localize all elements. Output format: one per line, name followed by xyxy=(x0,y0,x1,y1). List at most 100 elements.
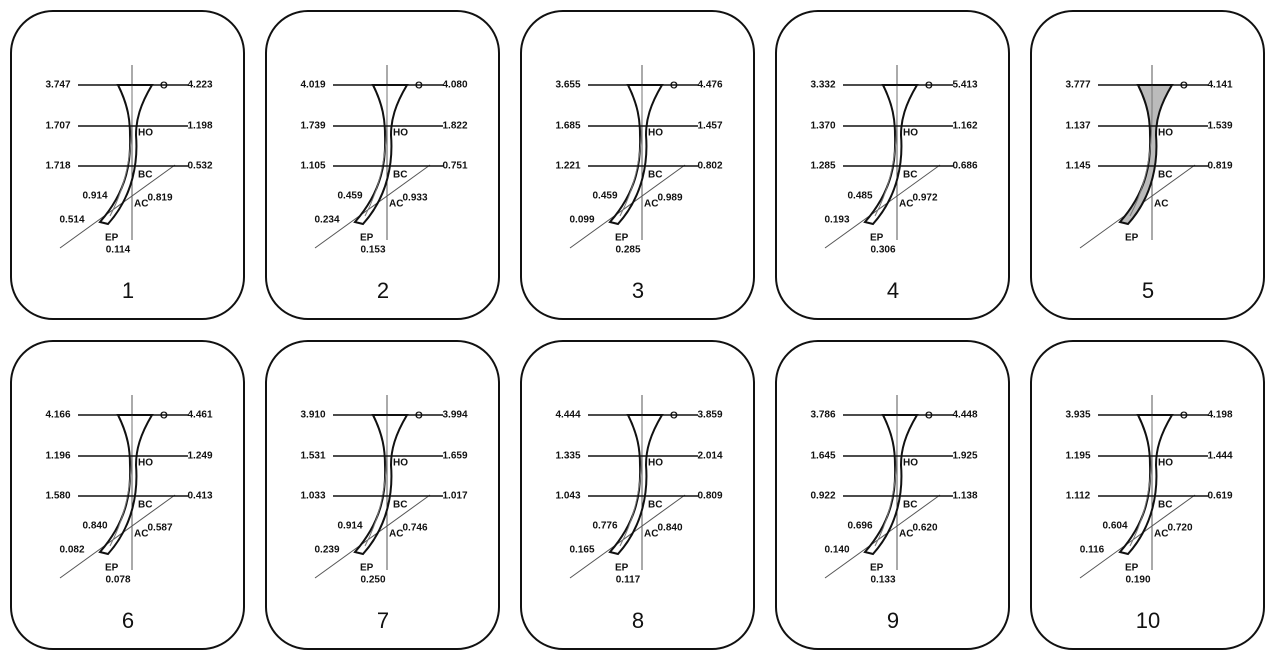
level-name: HO xyxy=(903,128,918,139)
left-value: 1.112 xyxy=(1066,491,1091,502)
right-value: 1.457 xyxy=(697,121,722,132)
level-name: EP xyxy=(870,563,884,574)
left-value: 1.707 xyxy=(45,121,70,132)
left-value: 0.776 xyxy=(592,521,617,532)
level-name: O xyxy=(670,411,678,422)
right-value: 2.014 xyxy=(697,451,722,462)
left-value: 0.485 xyxy=(847,191,872,202)
right-value: 5.413 xyxy=(952,80,977,91)
right-value: 1.017 xyxy=(442,491,467,502)
panel-number: 5 xyxy=(1142,278,1154,303)
left-value: 0.914 xyxy=(82,191,107,202)
level-name: BC xyxy=(138,500,152,511)
right-value: 0.840 xyxy=(657,523,682,534)
left-value: 0.696 xyxy=(847,521,872,532)
level-name: EP xyxy=(105,233,119,244)
left-value: 0.922 xyxy=(810,491,835,502)
right-value: 0.802 xyxy=(697,161,722,172)
level-name: BC xyxy=(1158,170,1172,181)
right-value: 3.994 xyxy=(442,410,467,421)
level-name: AC xyxy=(644,529,658,540)
level-name: EP xyxy=(1125,563,1139,574)
left-value: 3.747 xyxy=(45,80,70,91)
level-name: O xyxy=(160,411,168,422)
right-value: 0.933 xyxy=(402,193,427,204)
left-value: 1.645 xyxy=(810,451,835,462)
level-name: HO xyxy=(648,458,663,469)
panel-number: 8 xyxy=(632,608,644,633)
panel: O3.7864.448HO1.6451.925BC0.9221.138AC0.6… xyxy=(776,341,1009,649)
left-value: 1.285 xyxy=(810,161,835,172)
level-name: BC xyxy=(903,170,917,181)
panel: O3.9103.994HO1.5311.659BC1.0331.017AC0.9… xyxy=(266,341,499,649)
level-name: O xyxy=(415,81,423,92)
right-value: 0.133 xyxy=(870,575,895,586)
right-value: 0.751 xyxy=(442,161,467,172)
level-name: AC xyxy=(389,199,403,210)
right-value: 0.819 xyxy=(1207,161,1232,172)
right-value: 0.619 xyxy=(1207,491,1232,502)
left-value: 3.332 xyxy=(810,80,835,91)
left-value: 0.116 xyxy=(1080,545,1105,556)
left-value: 1.531 xyxy=(300,451,325,462)
left-value: 3.777 xyxy=(1065,80,1090,91)
right-value: 1.138 xyxy=(952,491,977,502)
right-value: 0.809 xyxy=(697,491,722,502)
left-value: 0.140 xyxy=(824,545,849,556)
left-value: 1.043 xyxy=(555,491,580,502)
level-name: BC xyxy=(393,170,407,181)
right-value: 0.153 xyxy=(360,245,385,256)
level-name: EP xyxy=(105,563,119,574)
level-name: HO xyxy=(138,458,153,469)
right-value: 1.925 xyxy=(952,451,977,462)
level-name: AC xyxy=(1154,199,1168,210)
left-value: 1.335 xyxy=(555,451,580,462)
panel-number: 9 xyxy=(887,608,899,633)
level-name: EP xyxy=(615,563,629,574)
left-value: 0.239 xyxy=(314,545,339,556)
right-value: 0.285 xyxy=(615,245,640,256)
panel-number: 10 xyxy=(1136,608,1160,633)
panel: O4.0194.080HO1.7391.822BC1.1050.751AC0.4… xyxy=(266,11,499,319)
level-name: HO xyxy=(648,128,663,139)
left-value: 1.580 xyxy=(45,491,70,502)
panel-number: 4 xyxy=(887,278,899,303)
level-name: AC xyxy=(644,199,658,210)
left-value: 0.459 xyxy=(337,191,362,202)
level-name: EP xyxy=(615,233,629,244)
left-value: 0.234 xyxy=(314,215,339,226)
level-name: HO xyxy=(393,458,408,469)
right-value: 1.539 xyxy=(1207,121,1232,132)
left-value: 4.444 xyxy=(555,410,580,421)
left-value: 1.145 xyxy=(1065,161,1090,172)
level-name: HO xyxy=(138,128,153,139)
right-value: 0.746 xyxy=(402,523,427,534)
left-value: 0.604 xyxy=(1102,521,1127,532)
right-value: 0.078 xyxy=(105,575,130,586)
left-value: 1.370 xyxy=(810,121,835,132)
right-value: 0.972 xyxy=(912,193,937,204)
left-value: 1.137 xyxy=(1065,121,1090,132)
panel: O3.6554.476HO1.6851.457BC1.2210.802AC0.4… xyxy=(521,11,754,319)
level-name: HO xyxy=(1158,458,1173,469)
level-name: EP xyxy=(1125,233,1139,244)
right-value: 1.822 xyxy=(442,121,467,132)
level-name: AC xyxy=(134,199,148,210)
left-value: 3.935 xyxy=(1065,410,1090,421)
left-value: 1.718 xyxy=(45,161,70,172)
level-name: BC xyxy=(1158,500,1172,511)
left-value: 0.099 xyxy=(569,215,594,226)
level-name: BC xyxy=(138,170,152,181)
right-value: 4.223 xyxy=(187,80,212,91)
left-value: 0.165 xyxy=(569,545,594,556)
level-name: AC xyxy=(134,529,148,540)
right-value: 0.686 xyxy=(952,161,977,172)
level-name: HO xyxy=(393,128,408,139)
left-value: 1.033 xyxy=(300,491,325,502)
left-value: 0.459 xyxy=(592,191,617,202)
level-name: AC xyxy=(1154,529,1168,540)
right-value: 0.114 xyxy=(106,245,131,256)
level-name: BC xyxy=(648,500,662,511)
left-value: 0.840 xyxy=(82,521,107,532)
